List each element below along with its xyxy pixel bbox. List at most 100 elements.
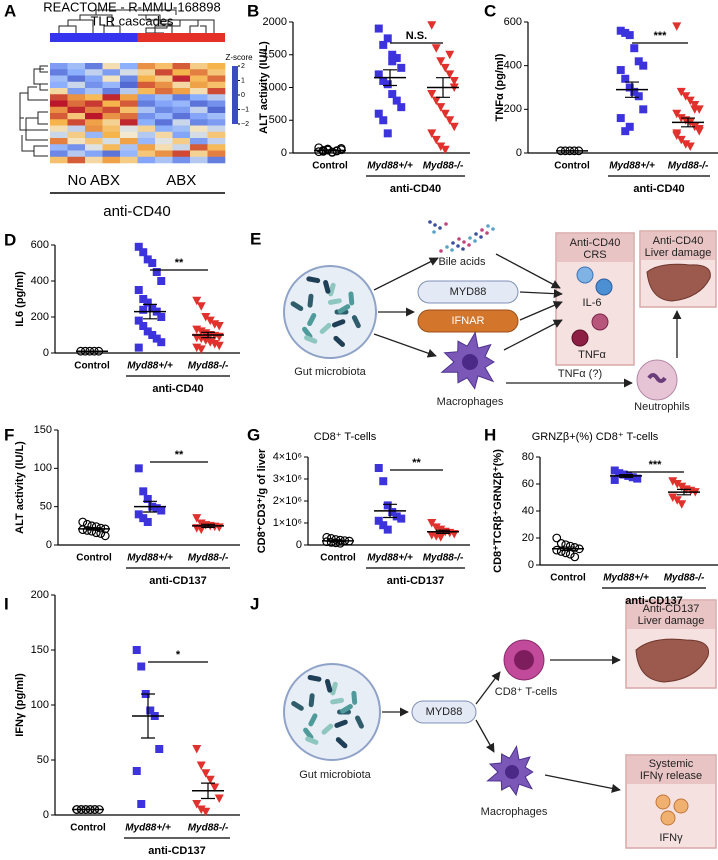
data-point — [148, 304, 157, 312]
data-point — [143, 495, 152, 503]
heatmap-cell — [155, 131, 173, 139]
colorbar-tick-label: 2 — [241, 63, 245, 70]
bile-acid-dot — [462, 240, 466, 244]
y-axis-label: CD8⁺CD3⁺/g of liver — [256, 448, 268, 553]
heatmap-cell — [207, 113, 226, 120]
y-tick-label: 400 — [31, 275, 49, 287]
heatmap-cell — [102, 69, 121, 76]
liver-box-title: Liver damage — [638, 615, 705, 627]
x-tick-label: Myd88-/- — [664, 573, 705, 584]
y-tick-label: 200 — [504, 103, 522, 115]
heatmap-cell — [137, 63, 156, 70]
heatmap-cell — [102, 131, 121, 139]
y-axis-label: CD8⁺TCRβ⁺GRNZβ⁺(%) — [492, 449, 504, 573]
y-tick-label: 40 — [522, 505, 534, 517]
y-tick-label: 4×10⁶ — [273, 451, 302, 463]
heatmap-cell — [155, 94, 173, 101]
bacterium — [319, 322, 332, 334]
data-point — [668, 493, 678, 502]
heatmap-cell — [120, 63, 138, 70]
group-label: No ABX — [67, 172, 120, 189]
macrophages-label: Macrophages — [437, 396, 504, 408]
heatmap-cell — [120, 100, 138, 108]
bacterium — [307, 313, 317, 327]
bacterium — [323, 280, 331, 294]
data-point — [331, 538, 341, 548]
heatmap-subtitle: TLR cascades — [90, 13, 174, 28]
heatmap-cell — [67, 125, 86, 133]
data-point — [96, 529, 106, 538]
data-point — [639, 105, 648, 114]
row-dendrogram — [19, 65, 48, 157]
heatmap-cell — [50, 100, 68, 108]
heatmap-cell — [190, 113, 208, 120]
panel-label: F — [4, 425, 14, 444]
bile-acid-dot — [433, 223, 437, 227]
data-point — [139, 295, 148, 303]
panel-e: E Gut microbiota Bile acids MYD88 IFNAR … — [250, 220, 717, 413]
heatmap-cell — [155, 88, 173, 95]
y-tick-label: 100 — [31, 699, 49, 711]
data-point — [392, 512, 401, 521]
y-tick-label: 3×10⁶ — [273, 473, 302, 485]
bacterium — [324, 678, 333, 693]
bacterium — [348, 291, 355, 306]
data-point — [134, 316, 143, 325]
heatmap-cell — [190, 138, 208, 145]
heatmap-cell — [172, 144, 191, 151]
data-point — [192, 800, 202, 809]
y-tick-label: 1500 — [263, 49, 287, 61]
arrow — [544, 774, 621, 793]
error-bar — [87, 527, 101, 531]
heatmap-cell — [67, 156, 86, 164]
bacterium — [328, 282, 336, 297]
heatmap-cell — [120, 75, 138, 83]
heatmap-cell — [137, 125, 156, 133]
heatmap-cell — [67, 63, 86, 70]
myd88-label: MYD88 — [450, 286, 487, 298]
neutrophils-label: Neutrophils — [634, 401, 690, 413]
panel-label: D — [4, 230, 16, 249]
data-point — [552, 545, 562, 555]
y-axis-label: IL6 (pg/ml) — [14, 271, 26, 327]
bile-acid-dot — [485, 231, 489, 235]
tnf-label: TNFα — [578, 349, 606, 361]
heatmap-cell — [102, 106, 121, 114]
heatmap-cell — [67, 69, 86, 76]
significance-label: ** — [412, 457, 421, 469]
heatmap-cell — [85, 119, 103, 126]
heatmap-cell — [102, 138, 121, 145]
treatment-label: anti-CD137 — [148, 845, 205, 857]
treatment-label: anti-CD137 — [387, 575, 444, 587]
x-tick-label: Myd88+/+ — [125, 823, 171, 834]
heatmap-cell — [207, 81, 226, 89]
heatmap-cell — [207, 138, 226, 145]
tnf-icon — [591, 313, 609, 331]
data-point — [672, 496, 682, 505]
bacterium — [355, 715, 364, 729]
heatmap-cell — [67, 150, 86, 158]
data-point — [634, 57, 643, 66]
error-bar — [383, 503, 397, 519]
data-point — [440, 145, 450, 155]
error-bar — [323, 149, 337, 152]
heatmap-cell — [85, 113, 103, 120]
data-point — [449, 122, 459, 132]
x-tick-label: Myd88+/+ — [609, 161, 655, 172]
y-tick-label: 60 — [522, 478, 534, 490]
y-tick-label: 0 — [516, 147, 522, 159]
data-point — [694, 124, 704, 134]
data-point — [427, 519, 437, 528]
macrophage-nucleus — [462, 354, 478, 370]
error-bar — [383, 69, 397, 87]
x-tick-label: Control — [312, 161, 348, 172]
data-point — [192, 296, 202, 306]
data-point — [205, 775, 215, 785]
bile-acid-dot — [468, 236, 472, 240]
crs-box-title: CRS — [583, 249, 606, 261]
data-point — [625, 122, 634, 131]
heatmap-cell — [67, 113, 86, 120]
heatmap-cell — [172, 75, 191, 83]
bacterium — [334, 719, 348, 728]
data-point — [397, 63, 406, 72]
